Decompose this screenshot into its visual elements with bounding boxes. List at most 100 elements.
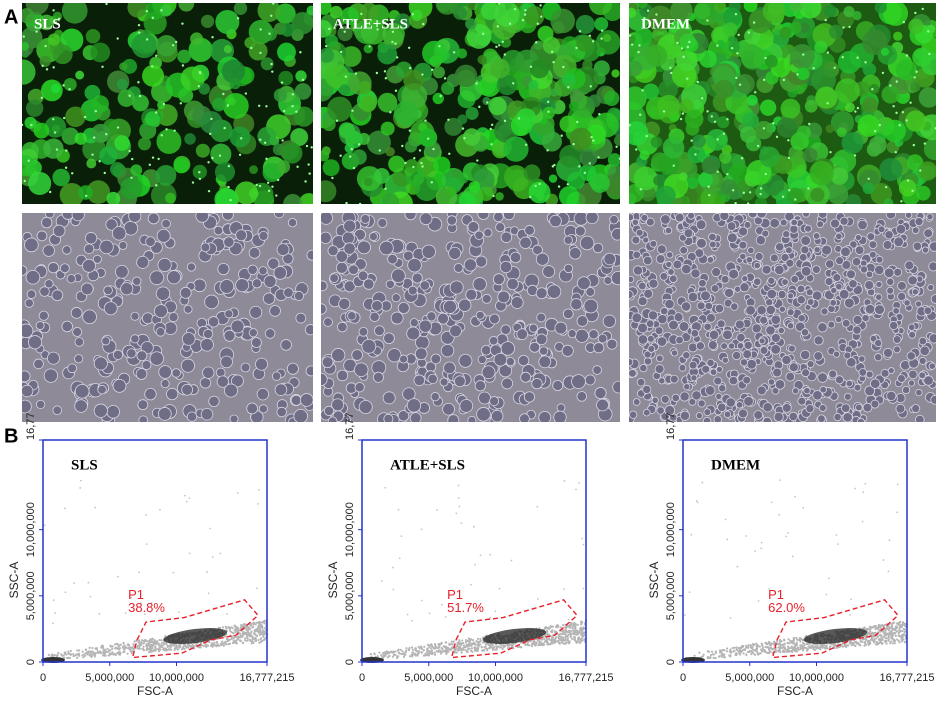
cell [70, 307, 83, 319]
cell [719, 213, 730, 221]
event-dot [396, 649, 400, 652]
cell [492, 273, 505, 286]
event-dot [380, 653, 383, 657]
event-dot [472, 642, 475, 645]
bright-spot [83, 115, 87, 119]
bright-spot [171, 44, 175, 47]
bright-spot [524, 143, 528, 147]
cell [777, 327, 785, 335]
cell [41, 216, 53, 229]
cell-cluster [85, 28, 101, 44]
cell-cluster [587, 94, 601, 108]
event-dot [155, 642, 159, 645]
event-dot [423, 645, 426, 648]
bright-spot [914, 11, 917, 15]
event-dot [111, 647, 114, 650]
cell-cluster [759, 146, 780, 168]
bright-spot [517, 117, 521, 120]
cell [126, 348, 137, 359]
cell [255, 357, 268, 371]
event-dot [392, 650, 395, 654]
cell [709, 240, 717, 249]
cell [629, 369, 637, 378]
event-dot [488, 644, 491, 647]
bright-spot [45, 68, 49, 71]
bright-spot [439, 94, 442, 98]
event-dot [467, 637, 471, 640]
bright-spot [524, 9, 527, 12]
event-dot [155, 640, 158, 643]
bright-spot [934, 127, 936, 130]
cell [756, 385, 767, 396]
bright-spot [270, 14, 273, 17]
event-dot [249, 633, 252, 636]
bright-spot [686, 45, 690, 49]
cell-cluster [137, 137, 152, 151]
event-dot [235, 635, 238, 639]
cell-cluster [50, 83, 61, 94]
bright-spot [700, 97, 704, 100]
event-dot [259, 631, 262, 634]
cell [304, 324, 313, 336]
cell [611, 227, 620, 241]
cell-cluster [458, 192, 476, 204]
phase-image [22, 213, 313, 422]
bright-spot [151, 156, 155, 159]
bright-spot [535, 41, 538, 44]
bright-spot [802, 53, 805, 56]
cell-cluster [184, 133, 196, 145]
event-dot [232, 637, 235, 640]
cell [817, 414, 826, 422]
event-dot [447, 648, 451, 651]
bright-spot [498, 44, 501, 47]
event-dot [206, 571, 208, 573]
bright-spot [257, 104, 261, 107]
event-dot [168, 644, 171, 647]
event-dot [133, 640, 136, 643]
cell-cluster [827, 183, 849, 204]
cell [812, 232, 821, 240]
bright-spot [762, 127, 766, 130]
cell-cluster [127, 3, 148, 18]
cell [880, 368, 890, 378]
cell-cluster [457, 114, 468, 125]
bright-spot [265, 105, 268, 108]
cell-cluster [811, 67, 836, 93]
cell [886, 286, 895, 295]
event-dot [259, 626, 262, 629]
cell-cluster [658, 153, 680, 176]
cell [833, 413, 842, 422]
event-dot [256, 627, 259, 630]
cell [22, 370, 31, 383]
bright-spot [236, 17, 240, 20]
cell [264, 328, 276, 339]
event-dot [228, 626, 231, 630]
event-dot [404, 651, 407, 654]
event-dot [415, 649, 418, 652]
event-dot [238, 636, 241, 639]
bright-spot [737, 33, 740, 37]
cell [667, 268, 675, 276]
event-dot [444, 615, 447, 618]
event-dot [562, 642, 566, 645]
bright-spot [688, 40, 691, 44]
bright-spot [906, 179, 910, 182]
cell [155, 286, 171, 301]
event-dot [489, 553, 492, 556]
cell [74, 337, 85, 347]
event-dot [566, 639, 569, 642]
event-dot [564, 630, 567, 633]
cell-cluster [852, 10, 862, 21]
bright-spot [255, 183, 258, 187]
x-tick-label: 0 [40, 672, 46, 684]
event-dot [535, 641, 538, 644]
cell [135, 368, 148, 380]
bright-spot [165, 128, 168, 131]
cell [103, 301, 118, 316]
event-dot [256, 630, 260, 633]
event-dot [259, 623, 262, 626]
cell [584, 374, 596, 386]
cell-cluster [809, 160, 834, 186]
bright-spot [270, 62, 273, 66]
cell [785, 258, 795, 268]
